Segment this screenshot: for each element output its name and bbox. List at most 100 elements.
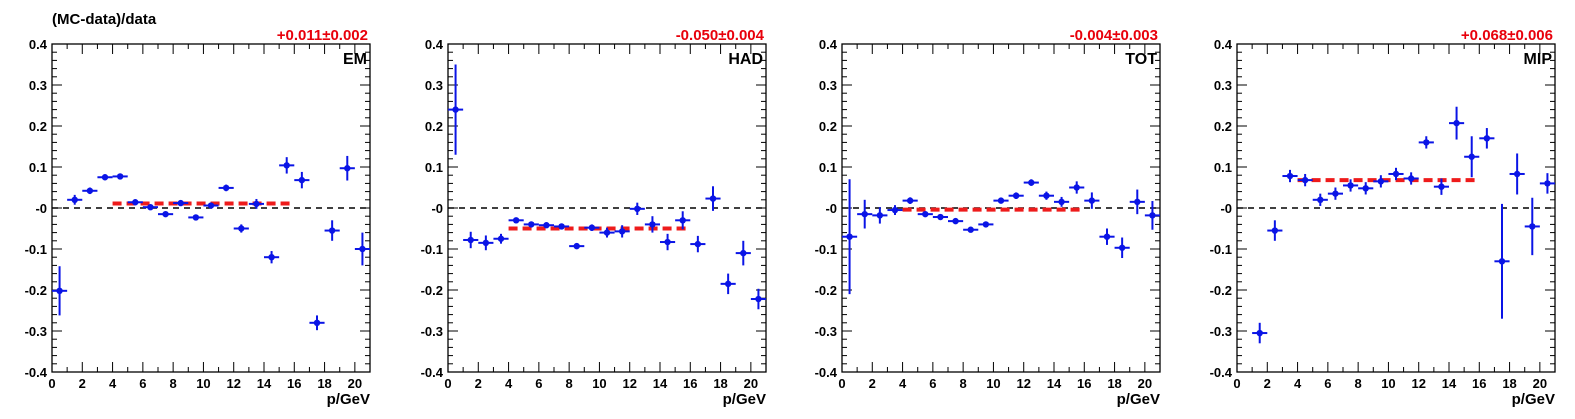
x-tick-label: 18 <box>713 376 727 391</box>
y-tick-label: 0.2 <box>29 119 47 134</box>
y-tick-label: 0.1 <box>29 160 47 175</box>
y-tick-label: -0.2 <box>421 283 443 298</box>
data-point <box>917 210 933 218</box>
panel-tot: -0.4 -0.3 -0.2 -0.1 -0 0.1 0.2 0.3 0.4 0 2 4 6 8 10 12 1… <box>815 27 1161 408</box>
y-tick-label: -0.2 <box>25 283 47 298</box>
marker <box>1347 182 1354 189</box>
data-point <box>584 224 600 231</box>
x-tick-label: 8 <box>566 376 573 391</box>
marker <box>207 202 215 209</box>
x-tick-label: 8 <box>1355 376 1362 391</box>
y-tick-label: 0.2 <box>425 119 443 134</box>
marker <box>1149 212 1156 219</box>
marker <box>1103 233 1111 240</box>
x-tick-label: 12 <box>622 376 636 391</box>
marker <box>1058 198 1065 206</box>
data-point <box>188 214 204 221</box>
data-point <box>1479 128 1495 149</box>
data-point <box>902 197 918 204</box>
y-tick-label: -0 <box>1220 201 1232 216</box>
marker <box>222 184 230 192</box>
data-point <box>963 226 979 233</box>
y-tick-label: -0.2 <box>1210 283 1232 298</box>
x-tick-label: 12 <box>1016 376 1030 391</box>
y-tick-label: -0.3 <box>25 324 47 339</box>
marker <box>997 197 1005 204</box>
marker <box>238 225 245 232</box>
y-tick-label: 0.4 <box>29 37 48 52</box>
x-tick-label: 6 <box>1324 376 1331 391</box>
marker <box>1271 227 1279 234</box>
data-point <box>1343 179 1359 192</box>
marker <box>1498 258 1506 265</box>
data-point <box>463 231 479 249</box>
data-point <box>173 199 189 207</box>
x-tick-label: 10 <box>196 376 210 391</box>
y-tick-label: -0.1 <box>815 242 837 257</box>
panel-em: -0.4 -0.3 -0.2 -0.1 -0 0.1 0.2 0.3 0.4 0 2 4 6 8 10 12 1… <box>25 11 371 408</box>
marker <box>452 106 459 113</box>
marker <box>1012 192 1020 199</box>
marker <box>618 228 626 235</box>
data-point <box>1403 172 1419 185</box>
marker <box>1118 244 1126 251</box>
marker <box>861 210 868 218</box>
data-point <box>523 221 539 228</box>
x-axis-title: p/GeV <box>723 391 766 408</box>
data-point <box>233 224 249 233</box>
y-tick-label: 0.4 <box>425 37 444 52</box>
fit-result-label: +0.068±0.006 <box>1461 27 1553 44</box>
marker <box>71 196 78 203</box>
x-tick-label: 2 <box>79 376 86 391</box>
x-tick-label: 12 <box>226 376 240 391</box>
x-tick-label: 4 <box>109 376 117 391</box>
data-point <box>448 64 464 155</box>
marker <box>967 226 974 233</box>
data-point <box>1524 197 1540 256</box>
data-point <box>354 232 370 266</box>
data-point <box>1297 173 1313 187</box>
marker <box>344 165 351 172</box>
x-axis-title: p/GeV <box>1512 391 1555 408</box>
marker <box>1513 170 1521 178</box>
data-point <box>1373 175 1389 188</box>
x-tick-label: 14 <box>1047 376 1062 391</box>
data-point <box>1267 220 1283 241</box>
y-tick-label: 0.1 <box>819 160 837 175</box>
y-tick-label: 0.3 <box>819 78 837 93</box>
data-point <box>218 184 234 192</box>
data-point <box>1008 192 1024 199</box>
x-tick-label: 2 <box>869 376 876 391</box>
y-tick-label: -0 <box>35 201 47 216</box>
data-point <box>248 198 264 209</box>
x-tick-label: 4 <box>505 376 513 391</box>
x-tick-label: 6 <box>535 376 542 391</box>
marker <box>846 233 853 240</box>
marker <box>283 162 290 169</box>
marker <box>1544 180 1551 187</box>
y-tick-label: -0 <box>431 201 443 216</box>
data-point <box>554 223 570 230</box>
marker <box>192 214 200 221</box>
data-point <box>735 240 751 266</box>
marker <box>298 176 306 184</box>
y-tick-label: 0.3 <box>1214 78 1232 93</box>
marker <box>1407 175 1415 182</box>
data-point <box>309 315 325 331</box>
fit-result-label: +0.011±0.002 <box>277 27 368 44</box>
marker <box>528 221 535 228</box>
data-point <box>142 203 158 211</box>
marker <box>694 240 702 248</box>
data-point <box>599 227 615 238</box>
marker <box>512 217 520 224</box>
y-tick-label: 0.2 <box>819 119 837 134</box>
x-axis-title: p/GeV <box>327 391 370 408</box>
y-tick-label: -0.1 <box>25 242 47 257</box>
x-tick-label: 10 <box>592 376 606 391</box>
x-tick-label: 4 <box>899 376 907 391</box>
data-point <box>690 235 706 253</box>
marker <box>147 203 154 211</box>
marker <box>177 199 184 207</box>
data-point <box>493 233 509 244</box>
x-tick-label: 0 <box>838 376 845 391</box>
